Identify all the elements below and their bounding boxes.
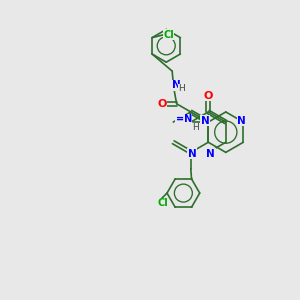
Text: Cl: Cl [163, 30, 174, 40]
Text: O: O [204, 91, 213, 100]
Text: =N: =N [176, 114, 192, 124]
Text: N: N [188, 149, 197, 159]
Text: N: N [206, 149, 215, 159]
Text: N: N [172, 80, 181, 90]
Text: H: H [192, 123, 199, 132]
Text: Cl: Cl [157, 199, 168, 208]
Text: O: O [157, 99, 167, 109]
Text: H: H [178, 84, 185, 93]
Text: N: N [237, 116, 246, 126]
Text: N: N [201, 116, 210, 126]
